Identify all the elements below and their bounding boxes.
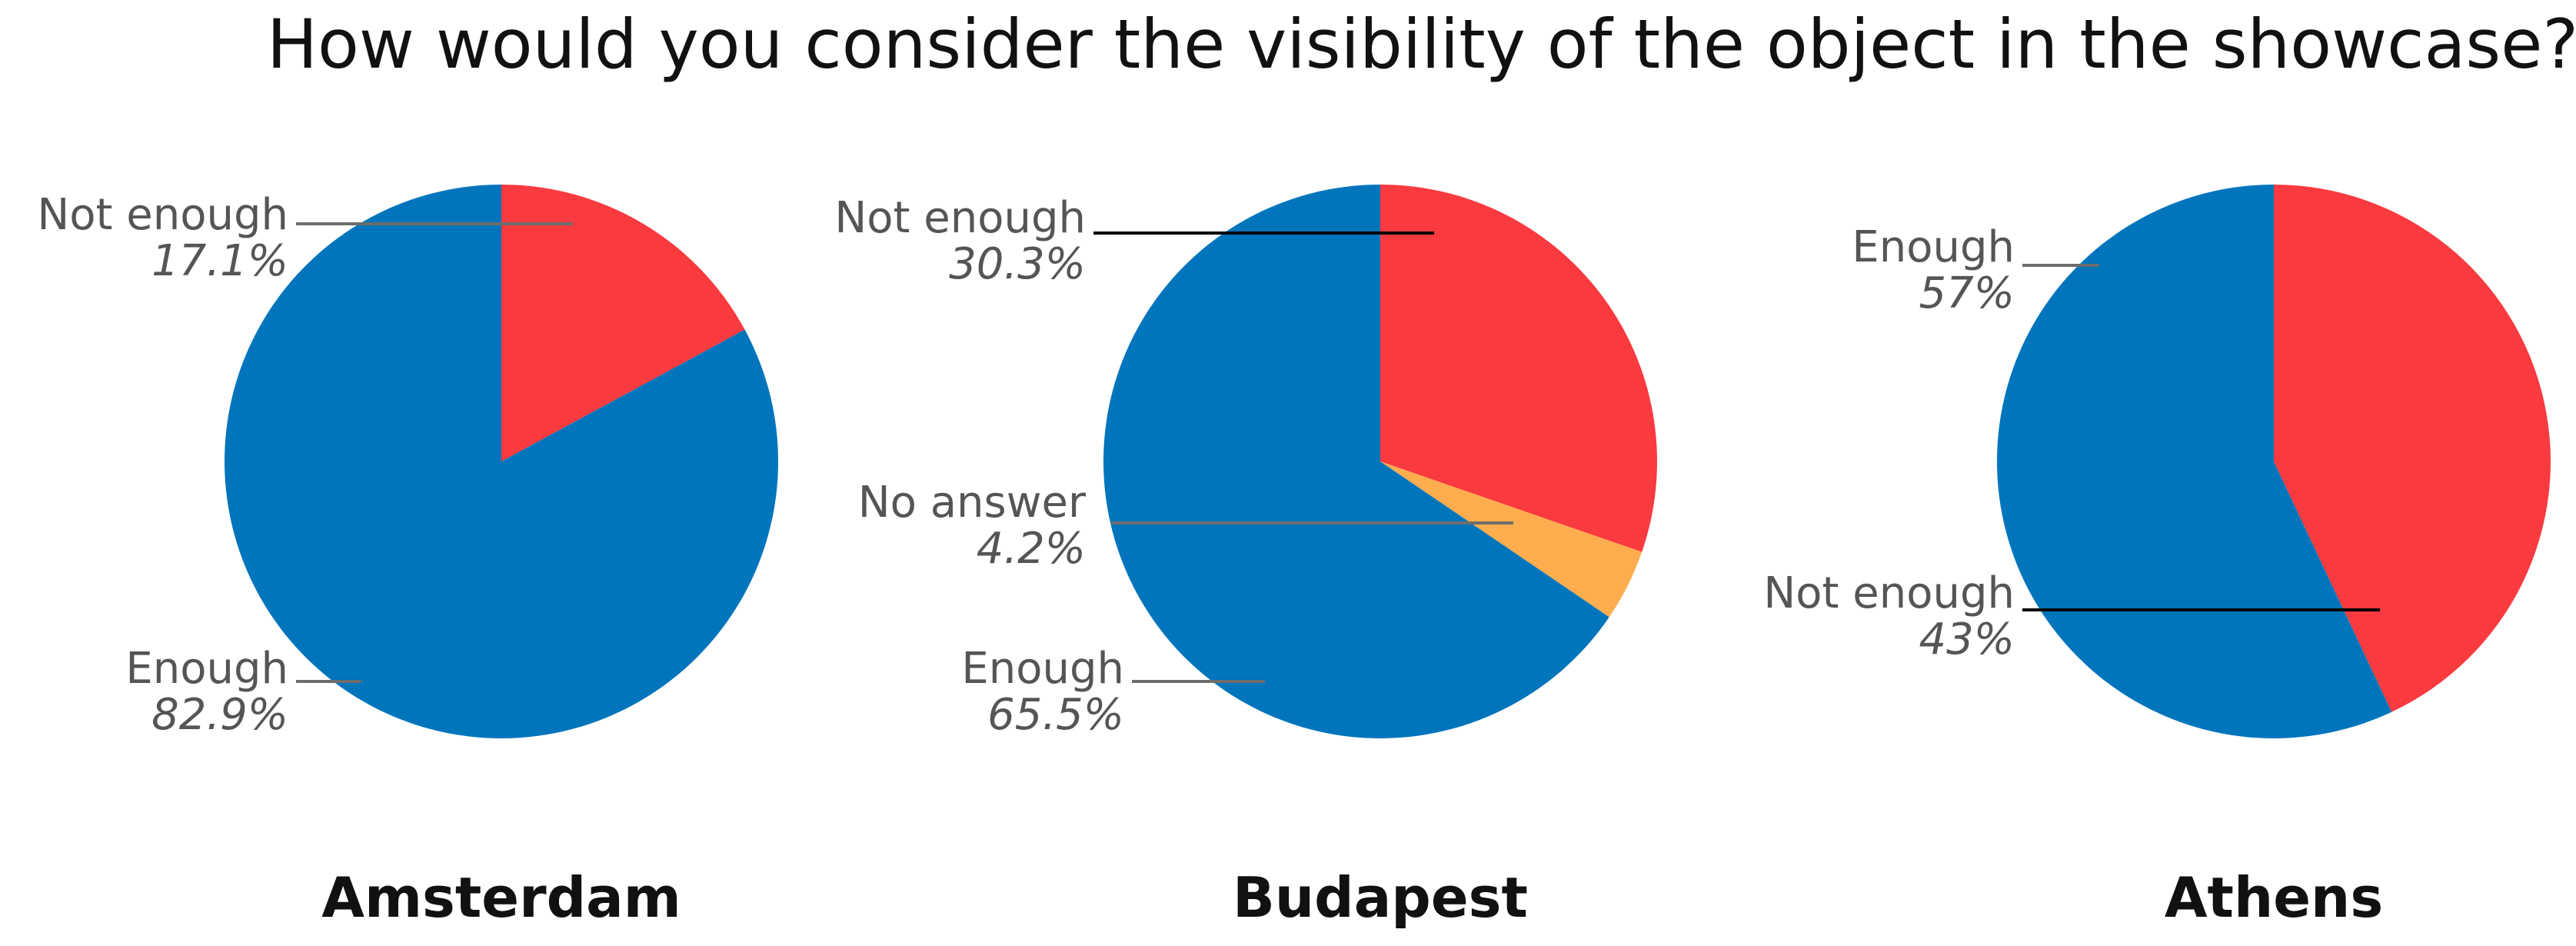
pie-slice-not-enough bbox=[501, 185, 745, 461]
slice-value-label: 57% bbox=[1919, 268, 2015, 318]
slice-label: Enough bbox=[1852, 222, 2015, 272]
slice-value-label: 17.1% bbox=[151, 236, 288, 286]
pie-slice-enough bbox=[1996, 185, 2392, 738]
chart-title: How would you consider the visibility of… bbox=[267, 5, 2576, 84]
slice-label: Not enough bbox=[37, 190, 288, 240]
slice-label: Enough bbox=[125, 644, 288, 694]
slice-value-label: 43% bbox=[1919, 615, 2015, 665]
slice-value-label: 82.9% bbox=[151, 690, 288, 740]
pie-slice-not-enough bbox=[2274, 185, 2551, 712]
slice-label: Enough bbox=[961, 644, 1124, 694]
pie-title: Amsterdam bbox=[321, 865, 681, 930]
slice-label: Not enough bbox=[1763, 568, 2015, 618]
pie-slice-enough bbox=[225, 185, 779, 738]
pie-slice-enough bbox=[1103, 185, 1609, 738]
slice-value-label: 30.3% bbox=[949, 239, 1086, 289]
pie-slice-no-answer bbox=[1380, 461, 1642, 618]
slice-label: Not enough bbox=[834, 193, 1086, 243]
slice-value-label: 4.2% bbox=[977, 524, 1086, 574]
slice-label: No answer bbox=[858, 478, 1087, 528]
pie-title: Athens bbox=[2165, 865, 2383, 930]
pie-title: Budapest bbox=[1233, 865, 1528, 930]
pie-slice-not-enough bbox=[1380, 185, 1657, 552]
slice-value-label: 65.5% bbox=[987, 690, 1124, 740]
